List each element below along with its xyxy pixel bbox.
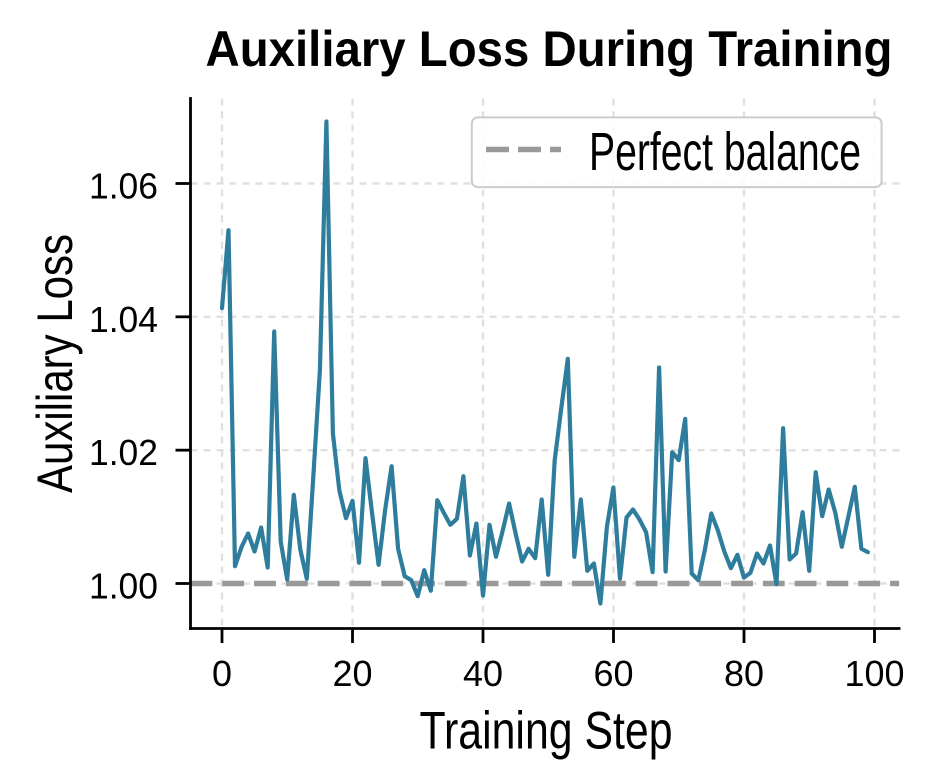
- svg-text:Auxiliary Loss During Training: Auxiliary Loss During Training: [206, 21, 893, 77]
- svg-text:1.06: 1.06: [89, 166, 158, 207]
- svg-text:60: 60: [594, 653, 634, 694]
- svg-text:1.02: 1.02: [89, 432, 158, 473]
- svg-text:Perfect balance: Perfect balance: [589, 122, 861, 182]
- svg-text:Auxiliary Loss: Auxiliary Loss: [27, 234, 83, 493]
- svg-text:40: 40: [463, 653, 503, 694]
- svg-text:1.04: 1.04: [89, 299, 158, 340]
- svg-text:20: 20: [333, 653, 373, 694]
- svg-text:100: 100: [845, 653, 905, 694]
- svg-text:Training Step: Training Step: [420, 702, 673, 761]
- svg-text:0: 0: [212, 653, 232, 694]
- svg-text:80: 80: [724, 653, 764, 694]
- svg-text:1.00: 1.00: [89, 566, 158, 607]
